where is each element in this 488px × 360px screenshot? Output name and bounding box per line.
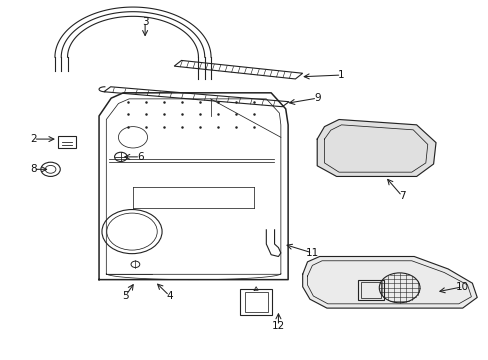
Text: 5: 5 [122,291,129,301]
Polygon shape [317,120,435,176]
Text: 9: 9 [313,93,320,103]
Text: 11: 11 [305,248,318,258]
Polygon shape [302,257,476,308]
Text: 3: 3 [142,17,148,27]
Text: 2: 2 [30,134,37,144]
Text: 8: 8 [30,164,37,174]
Text: 6: 6 [137,152,143,162]
Text: 7: 7 [398,191,405,201]
Text: 4: 4 [166,291,172,301]
Text: 10: 10 [455,282,468,292]
Text: 12: 12 [271,321,285,331]
Text: 1: 1 [338,70,344,80]
